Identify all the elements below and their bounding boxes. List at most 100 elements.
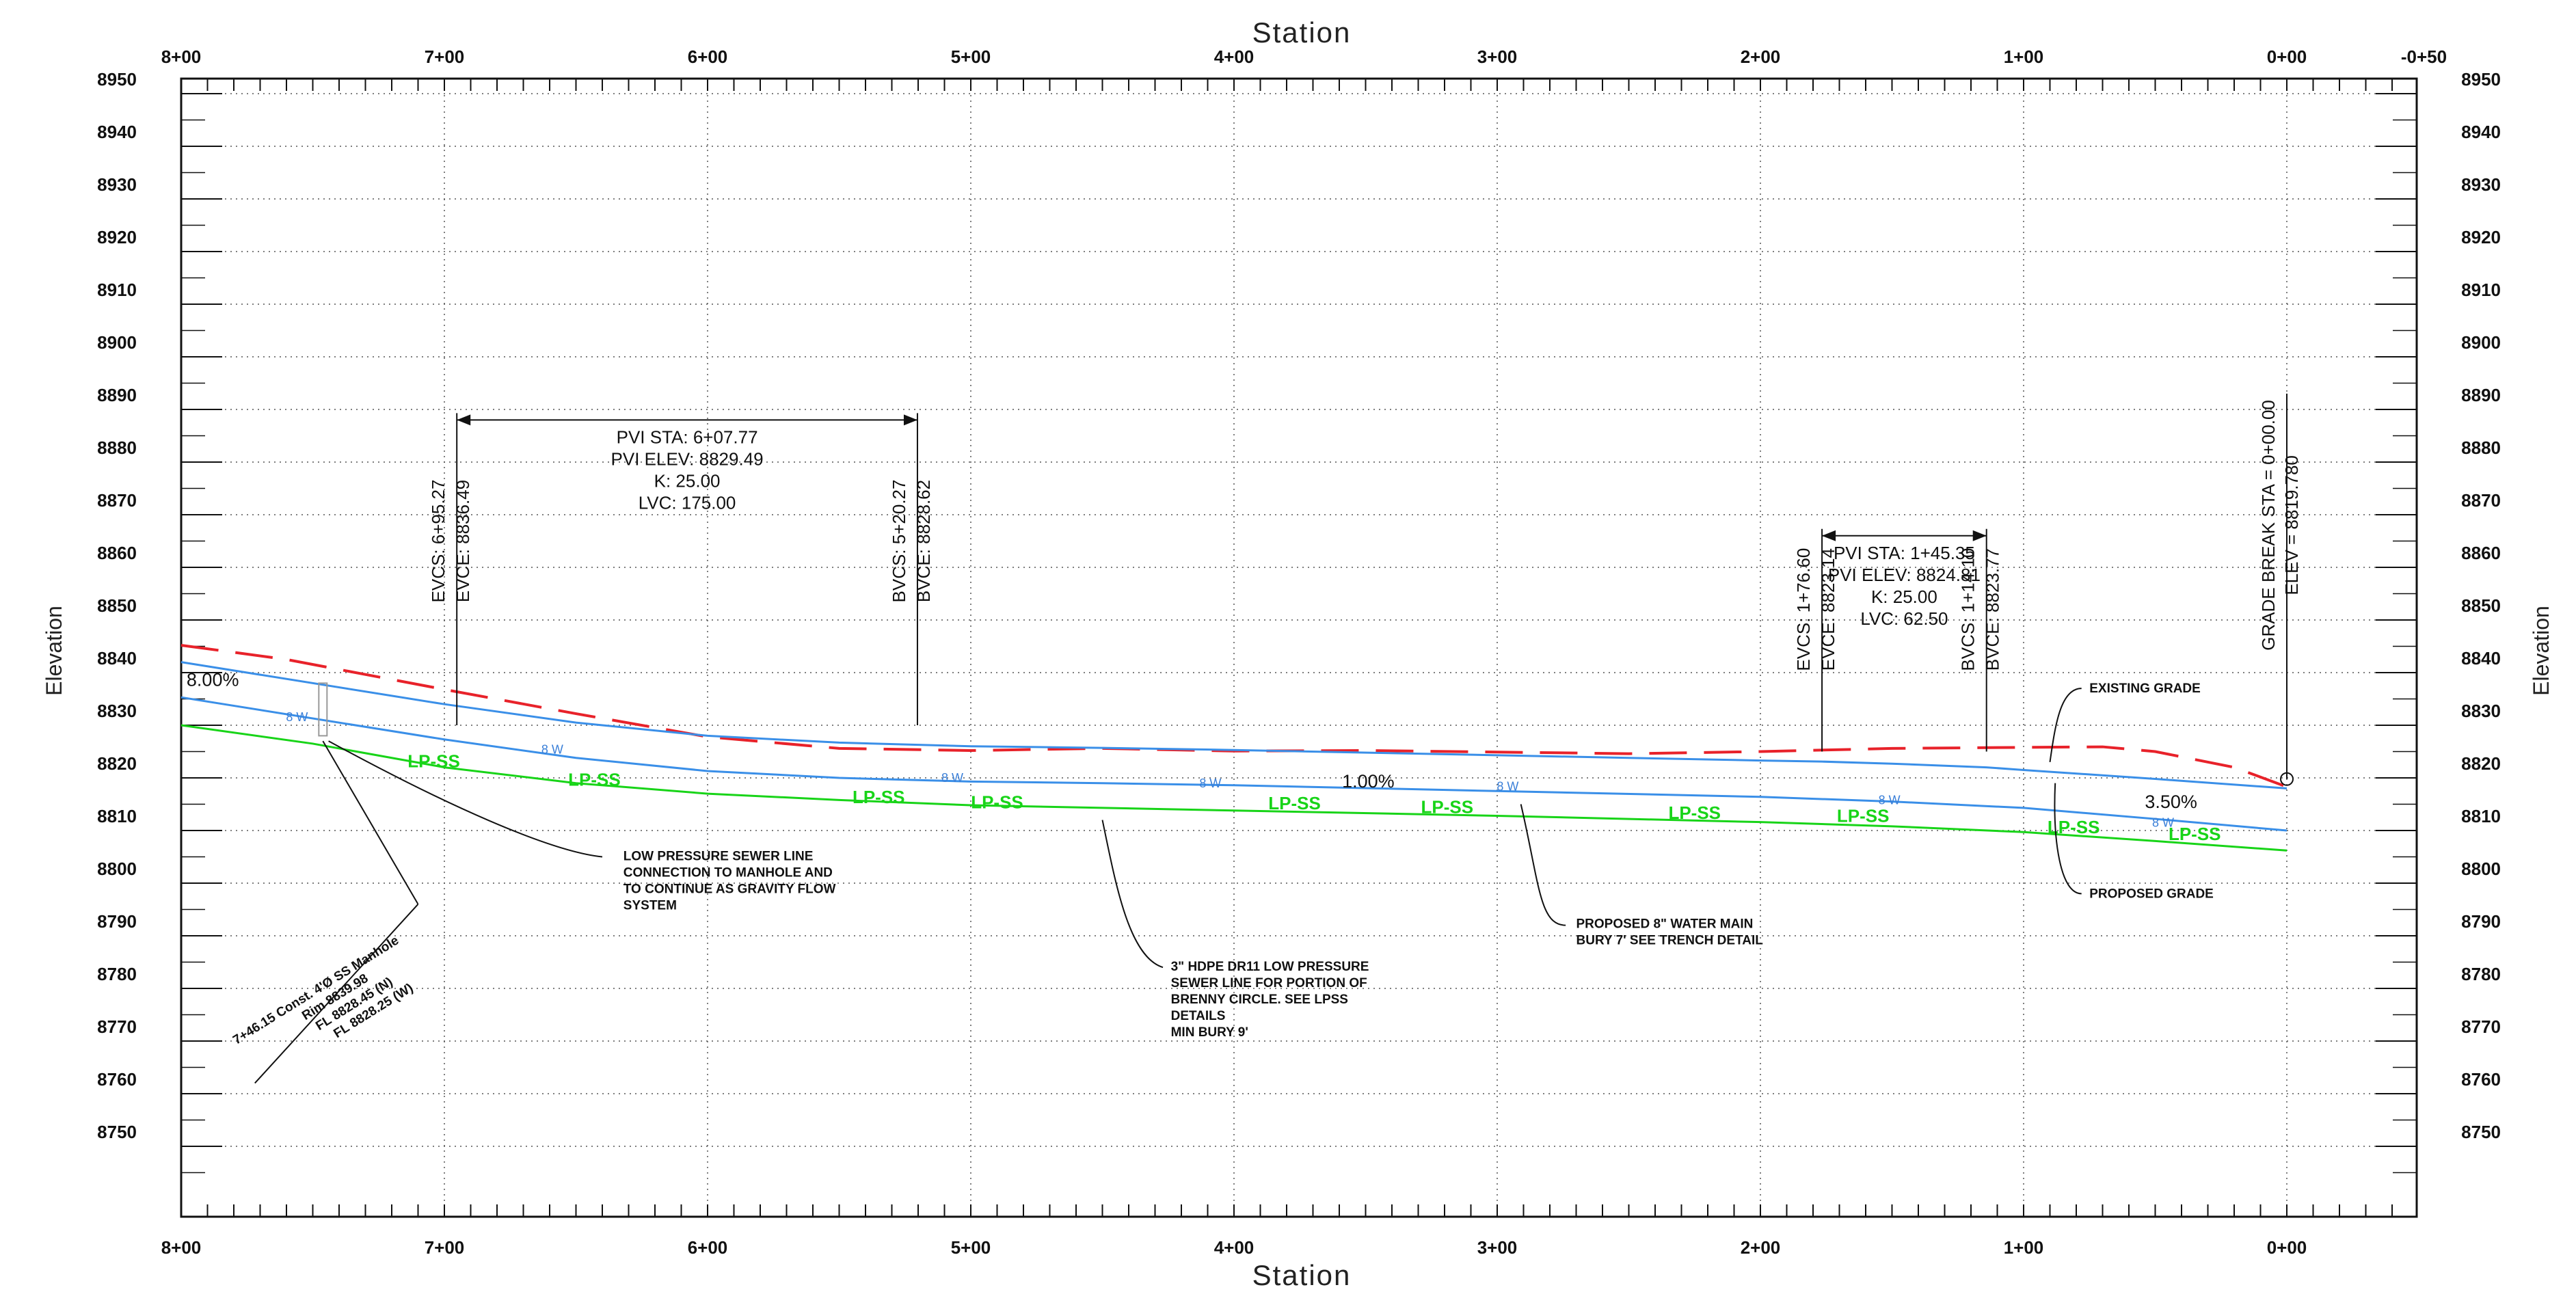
vc-arrow-right [903,414,917,426]
y-tick-label-right: 8750 [2461,1122,2501,1142]
y-tick-label-left: 8800 [97,859,137,879]
lpss-line-label: LP-SS [1421,797,1474,818]
plot-border [180,77,2418,1218]
x-tick-label-bottom: 3+00 [1477,1237,1518,1258]
axis-ticks: 8+00 8+00 7+00 7+00 6+00 6+00 5+00 5+00 4+00 4+00… [97,46,2501,1258]
grade-break-text: GRADE BREAK STA = 0+00.00 [2258,400,2279,651]
y-tick-label-right: 8870 [2461,490,2501,511]
water-line-label: 8 W [286,710,308,724]
x-tick-label-bottom: 7+00 [425,1237,465,1258]
grade-break-text: ELEV = 8819.780 [2281,455,2302,595]
existing-grade-label: EXISTING GRADE [2089,682,2201,696]
x-tick-label-top: 5+00 [951,46,991,67]
y-tick-label-right: 8950 [2461,69,2501,90]
y-tick-label-left: 8880 [97,437,137,458]
y-tick-label-right: 8760 [2461,1069,2501,1090]
profile-lines [180,643,2287,852]
y-tick-label-left: 8850 [97,595,137,616]
vc-arrow-left [457,414,471,426]
water-line-label: 8 W [2152,816,2174,830]
y-tick-label-right: 8770 [2461,1016,2501,1037]
y-tick-label-left: 8770 [97,1016,137,1037]
series-line-lpss [180,724,2287,852]
y-tick-label-right: 8890 [2461,385,2501,405]
pvi-data-line: LVC: 62.50 [1860,608,1948,629]
manhole-symbol [318,682,328,737]
y-tick-label-right: 8800 [2461,859,2501,879]
bvc-station-text: BVCS: 5+20.27 [889,480,909,603]
x-tick-label-bottom: 0+00 [2267,1237,2307,1258]
y-tick-label-right: 8780 [2461,964,2501,984]
y-tick-label-left: 8750 [97,1122,137,1142]
evc-station-text: EVCE: 8823.14 [1818,548,1838,671]
hdpe-note: DETAILS [1171,1009,1226,1023]
evc-station-text: EVCS: 6+95.27 [428,480,448,603]
grade-percent-label: 8.00% [187,669,239,690]
water-line-label: 8 W [541,743,563,757]
y-tick-label-right: 8920 [2461,227,2501,247]
hdpe-leader [1101,820,1164,969]
grade-break-marker [2280,772,2294,786]
x-tick-label-top: 3+00 [1477,46,1518,67]
y-tick-label-right: 8910 [2461,280,2501,300]
lpss-line-label: LP-SS [1837,806,1890,826]
water-main-note: PROPOSED 8" WATER MAIN [1577,917,1754,932]
y-tick-label-left: 8840 [97,648,137,669]
y-tick-label-right: 8790 [2461,911,2501,932]
lpss-line-label: LP-SS [853,787,905,807]
lpss-line-label: LP-SS [1268,793,1321,813]
low-pressure-note: TO CONTINUE AS GRAVITY FLOW [623,882,836,897]
grade-percent-label: 1.00% [1342,771,1395,792]
water-line-label: 8 W [1199,777,1221,790]
pvi-data-line: LVC: 175.00 [639,492,736,513]
x-tick-label-top: 4+00 [1214,46,1255,67]
proposed-grade-label: PROPOSED GRADE [2089,887,2214,901]
low-pressure-note: LOW PRESSURE SEWER LINE [623,850,814,864]
series-line-water-main [180,696,2287,832]
low-pressure-note: SYSTEM [623,899,677,913]
vc-arrow-right [1972,530,1987,541]
manhole-leader [254,904,419,1084]
y-tick-label-left: 8760 [97,1069,137,1090]
y-tick-label-left: 8890 [97,385,137,405]
pvi-data-line: PVI STA: 1+45.35 [1834,543,1975,563]
line-labels: LP-SS LP-SS LP-SS LP-SS LP-SS LP-SS LP-SS LP-SS… [187,669,2221,844]
lpss-line-label: LP-SS [1668,802,1721,823]
water-main-leader [1520,804,1566,926]
y-tick-label-left: 8920 [97,227,137,247]
water-line-label: 8 W [1497,779,1518,793]
x-tick-label-bottom: 8+00 [161,1237,202,1258]
y-tick-label-left: 8830 [97,701,137,721]
hdpe-note: BRENNY CIRCLE. SEE LPSS [1171,993,1348,1007]
lpss-line-label: LP-SS [568,770,621,790]
x-axis-title-top: Station [1252,16,1352,49]
x-tick-label-top: -0+50 [2401,46,2447,67]
pvi-data-line: K: 25.00 [1871,586,1937,607]
evc-station-text: EVCE: 8836.49 [453,480,473,602]
y-tick-label-right: 8930 [2461,174,2501,195]
y-tick-label-right: 8940 [2461,122,2501,142]
pvi-data-line: K: 25.00 [654,470,721,491]
manhole-leader [322,740,419,905]
low-pressure-note: CONNECTION TO MANHOLE AND [623,866,833,880]
x-tick-label-bottom: 2+00 [1741,1237,1781,1258]
x-tick-label-bottom: 1+00 [2004,1237,2044,1258]
y-tick-label-right: 8830 [2461,701,2501,721]
x-tick-label-top: 6+00 [688,46,728,67]
x-tick-label-top: 1+00 [2004,46,2044,67]
y-tick-label-left: 8820 [97,753,137,774]
pvi-data-line: PVI STA: 6+07.77 [617,427,758,447]
hdpe-note: 3" HDPE DR11 LOW PRESSURE [1171,960,1369,974]
water-line-label: 8 W [941,771,963,785]
y-tick-label-left: 8950 [97,69,137,90]
series-line-proposed [180,661,2287,790]
y-tick-label-left: 8780 [97,964,137,984]
hdpe-note: MIN BURY 9' [1171,1025,1248,1040]
bvc-station-text: BVCE: 8828.62 [913,480,934,602]
y-tick-label-left: 8810 [97,806,137,826]
x-tick-label-top: 2+00 [1741,46,1781,67]
y-tick-label-left: 8940 [97,122,137,142]
proposed-grade-leader [2054,783,2082,895]
